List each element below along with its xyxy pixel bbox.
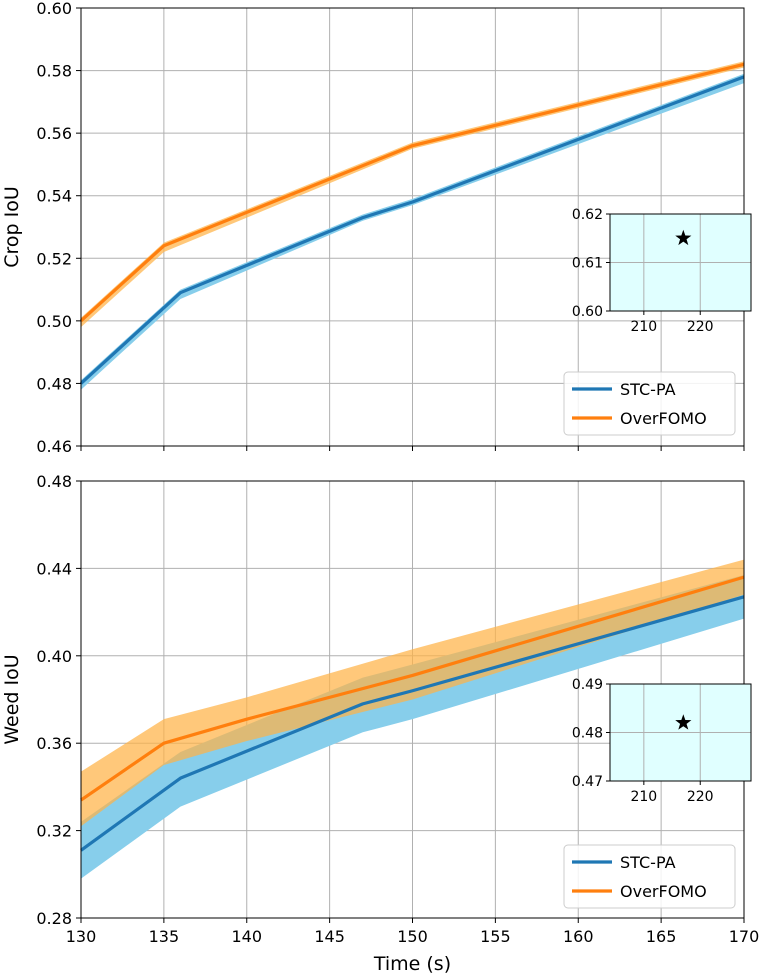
x-tick-label: 145: [314, 927, 345, 946]
y-tick-label: 0.56: [36, 124, 72, 143]
y-tick-label: 0.48: [36, 472, 72, 491]
inset-y-tick-label: 0.48: [572, 726, 603, 742]
legend-label-stc-pa: STC-PA: [620, 853, 676, 872]
legend: STC-PA OverFOMO: [563, 844, 736, 909]
y-tick-label: 0.50: [36, 312, 72, 331]
y-tick-label: 0.60: [36, 0, 72, 18]
inset-star-marker: [675, 229, 692, 246]
chart-panel-1: 0.46 0.48 0.50 0.52 0.54 0.56 0.58 0.60 Crop IoU…: [1, 0, 752, 456]
stc-pa-series-line: [79, 75, 745, 385]
y-tick-label: 0.44: [36, 559, 72, 578]
y-tick-label: 0.32: [36, 822, 72, 841]
y-tick-label: 0.52: [36, 249, 72, 268]
x-tick-label: 130: [66, 927, 97, 946]
y-tick-label: 0.36: [36, 734, 72, 753]
x-tick-label: 140: [231, 927, 262, 946]
x-tick-label: 155: [480, 927, 511, 946]
legend-label-overfomo: OverFOMO: [620, 882, 707, 901]
x-tick-label: 170: [729, 927, 760, 946]
inset-x-tick-label: 210: [630, 789, 657, 805]
inset-y-tick-label: 0.62: [572, 207, 603, 223]
inset-chart: 210 220 0.47 0.48 0.49: [572, 677, 752, 805]
inset-y-tick-label: 0.47: [572, 774, 603, 790]
inset-chart: 210 220 0.60 0.61 0.62: [572, 207, 752, 335]
legend-label-stc-pa: STC-PA: [620, 380, 676, 399]
legend: STC-PA OverFOMO: [563, 371, 736, 436]
inset-x-tick-label: 220: [687, 319, 714, 335]
stc-pa-confidence-band: [81, 574, 744, 879]
chart-panel-2: 130 135 140 145 150 155 160 165 170 0.28 0.32 0.36 0…: [1, 472, 759, 975]
x-tick-label: 160: [563, 927, 594, 946]
overfomo-series-line: [79, 62, 745, 323]
inset-x-tick-label: 210: [630, 319, 657, 335]
inset-star-marker: [675, 714, 692, 730]
inset-y-tick-label: 0.60: [572, 304, 603, 320]
y-tick-label: 0.40: [36, 647, 72, 666]
legend-label-overfomo: OverFOMO: [620, 409, 707, 428]
x-axis-label: Time (s): [373, 953, 451, 975]
y-tick-label: 0.46: [36, 437, 72, 456]
y-axis-label: Weed IoU: [1, 654, 23, 744]
stc-pa-series-line: [80, 595, 745, 852]
y-tick-label: 0.54: [36, 187, 72, 206]
y-tick-label: 0.28: [36, 909, 72, 928]
x-tick-label: 165: [646, 927, 677, 946]
inset-y-tick-label: 0.61: [572, 256, 603, 272]
inset-x-tick-label: 220: [687, 789, 714, 805]
y-axis-label: Crop IoU: [1, 186, 23, 268]
stc-pa-confidence-band: [81, 73, 744, 390]
y-tick-label: 0.58: [36, 62, 72, 81]
x-tick-label: 135: [149, 927, 180, 946]
y-tick-label: 0.48: [36, 374, 72, 393]
overfomo-series-line: [80, 575, 745, 802]
x-tick-label: 150: [397, 927, 428, 946]
inset-y-tick-label: 0.49: [572, 677, 603, 693]
